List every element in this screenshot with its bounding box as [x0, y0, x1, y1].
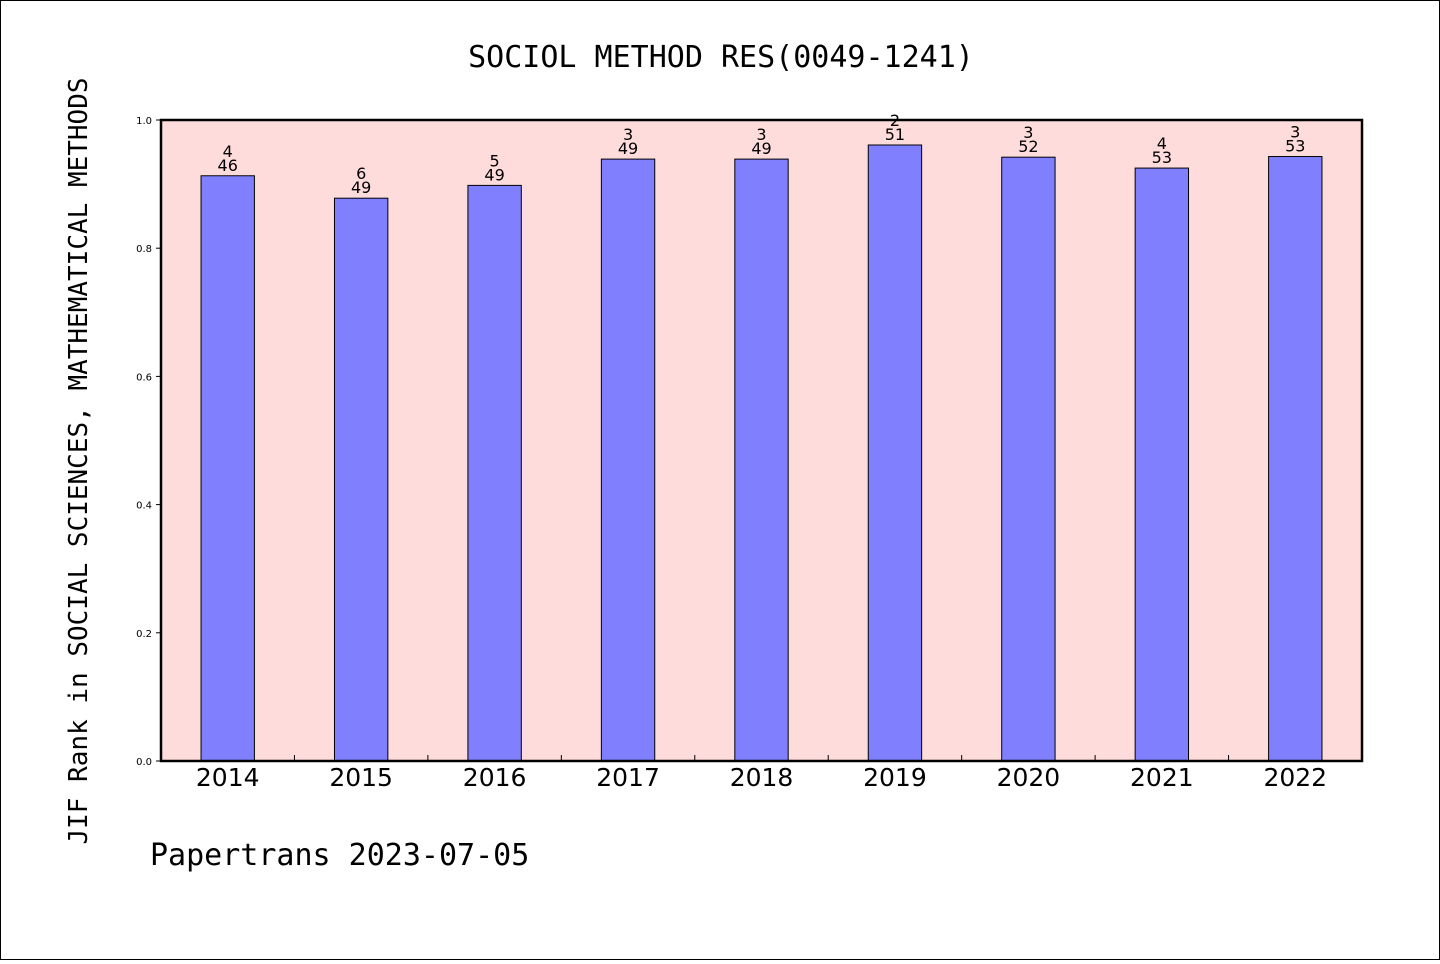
bar-total-label: 49	[484, 165, 504, 184]
bar-rank-label: 4	[223, 142, 233, 161]
bar-rank-label: 6	[356, 164, 366, 183]
bars-layer	[200, 144, 1323, 762]
bar-2020	[1001, 156, 1056, 762]
bar-total-label: 46	[218, 156, 238, 175]
bar-2017	[600, 158, 656, 762]
bar-rank-label: 5	[490, 151, 500, 170]
y-tick-label: 0.0	[136, 757, 152, 768]
bar-2016	[467, 184, 522, 762]
bar-rank-label: 3	[623, 125, 633, 144]
x-tick-label: 2020	[997, 763, 1061, 792]
bar-rank-label: 4	[1157, 134, 1167, 153]
bar-2021	[1134, 167, 1190, 762]
bar-2022	[1268, 156, 1323, 762]
bar-total-label: 52	[1018, 137, 1038, 156]
bar-total-label: 49	[618, 139, 638, 158]
y-ticks-layer: 0.0 0.2 0.4 0.6 0.8 1.0	[136, 116, 161, 768]
bar-total-label: 51	[885, 125, 905, 144]
bar-2015	[333, 197, 389, 762]
bar-total-label: 53	[1285, 137, 1305, 156]
bar-2014	[200, 175, 255, 762]
footer-text: Papertrans 2023-07-05	[150, 838, 529, 873]
bar-rank-label: 3	[756, 125, 766, 144]
y-axis-label: JIF Rank in SOCIAL SCIENCES, MATHEMATICA…	[64, 77, 94, 844]
bar-total-label: 49	[751, 139, 771, 158]
bar-total-label: 49	[351, 178, 371, 197]
x-tick-label: 2016	[463, 763, 527, 792]
x-tick-label: 2021	[1130, 763, 1194, 792]
bar-2018	[734, 158, 789, 762]
bar-total-label: 53	[1152, 148, 1172, 167]
bar-2019	[867, 144, 923, 762]
plot-frame	[159, 118, 1364, 763]
y-tick-label: 1.0	[136, 116, 152, 127]
x-tick-label: 2022	[1263, 763, 1327, 792]
y-tick-label: 0.6	[136, 372, 152, 383]
y-tick-label: 0.2	[136, 629, 152, 640]
x-tick-label: 2015	[329, 763, 393, 792]
y-tick-label: 0.4	[136, 501, 152, 512]
y-tick-label: 0.8	[136, 244, 152, 255]
bar-rank-label: 3	[1023, 123, 1033, 142]
x-tick-label: 2014	[196, 763, 260, 792]
x-tick-label: 2019	[863, 763, 927, 792]
x-tick-label: 2017	[596, 763, 660, 792]
x-ticks-layer: 2014 2015 2016 2017 2018 2019 2020 2021 2022	[196, 755, 1327, 792]
x-tick-label: 2018	[730, 763, 794, 792]
bar-rank-label: 3	[1290, 123, 1300, 142]
chart-title: SOCIOL METHOD RES(0049-1241)	[468, 40, 974, 75]
